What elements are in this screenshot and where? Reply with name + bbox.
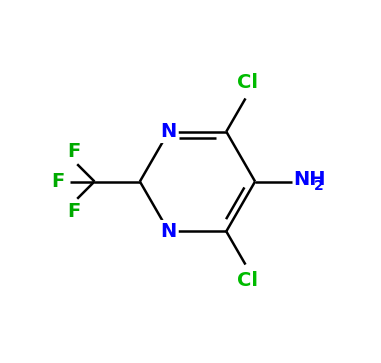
Text: 2: 2: [314, 179, 323, 193]
Text: F: F: [67, 142, 80, 161]
Text: Cl: Cl: [237, 271, 258, 290]
Text: F: F: [67, 202, 80, 221]
Text: NH: NH: [293, 170, 326, 189]
Text: Cl: Cl: [237, 73, 258, 92]
Text: N: N: [160, 122, 177, 141]
Text: F: F: [51, 172, 65, 191]
Text: N: N: [160, 222, 177, 241]
